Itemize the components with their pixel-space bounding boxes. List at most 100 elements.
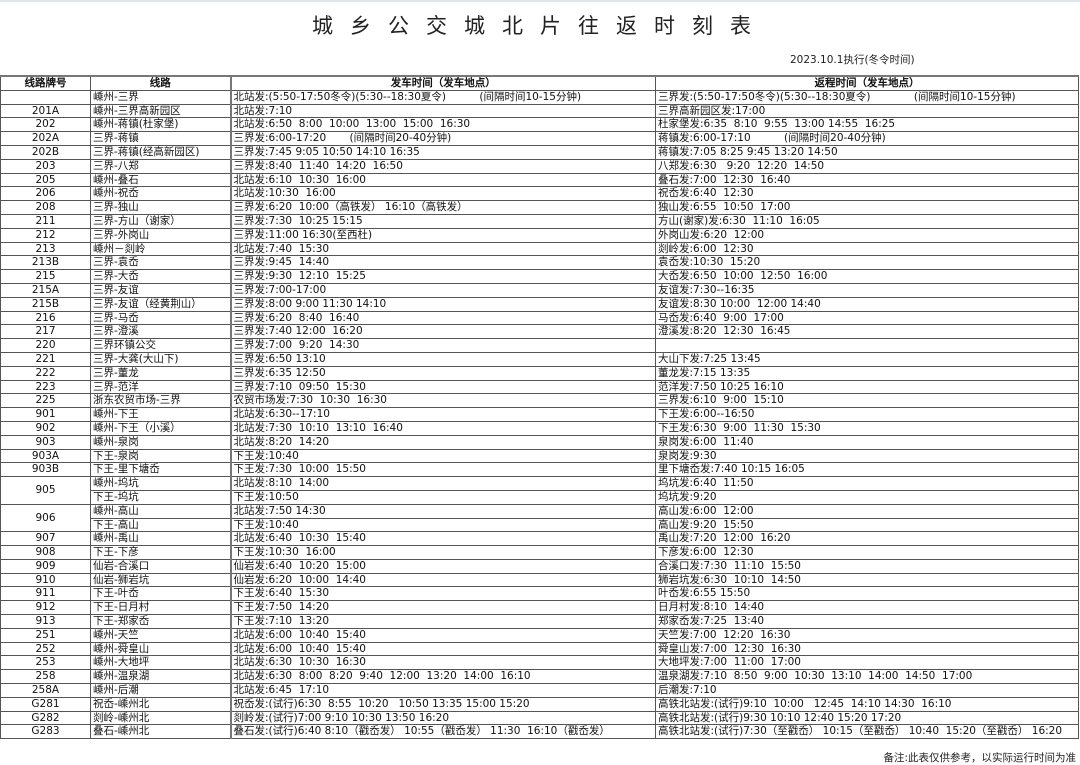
route-name: 叠石-嵊州北 bbox=[90, 724, 231, 740]
return-times: 下彦发:6:00 12:30 bbox=[655, 545, 1079, 560]
route-number: 901 bbox=[0, 407, 91, 422]
table-row: 911 下王-叶岙 下王发:6:40 15:30 叶岙发:6:55 15:50 bbox=[0, 586, 1079, 602]
return-times: 祝岙发:6:40 12:30 bbox=[655, 186, 1079, 202]
route-name: 嵊州-大地坪 bbox=[90, 655, 231, 671]
route-name: 三界-大龚(大山下) bbox=[90, 351, 231, 367]
return-times: 高铁北站发:(试行)7:30（至戳岙） 10:15（至戳岙） 10:40 15:… bbox=[655, 724, 1079, 740]
table-row: 901 嵊州-下王 北站发:6:30--17:10 下王发:6:00--16:50 bbox=[0, 407, 1079, 422]
effective-date-note: 2023.10.1执行(冬令时间) bbox=[790, 54, 915, 66]
table-row: 213 嵊州－剡岭 北站发:7:40 15:30 剡岭发:6:00 12:30 bbox=[0, 241, 1079, 257]
route-number: G283 bbox=[0, 724, 91, 740]
depart-times: 仙岩发:6:40 10:20 15:00 bbox=[229, 558, 656, 574]
route-name: 嵊州-天竺 bbox=[90, 627, 231, 643]
depart-times: 三界发:8:00 9:00 11:30 14:10 bbox=[229, 296, 656, 312]
depart-times: 三界发:7:00 9:20 14:30 bbox=[229, 338, 656, 353]
depart-times: 北站发:8:10 14:00 bbox=[229, 476, 656, 491]
route-number: 253 bbox=[0, 655, 91, 671]
route-number: 215 bbox=[0, 269, 91, 284]
return-times: 外岗山发:6:20 12:00 bbox=[655, 227, 1079, 243]
route-number: 212 bbox=[0, 227, 91, 243]
table-row: 903B 下王-里下塘岙 下王发:7:30 10:00 15:50 里下塘岙发:7:4… bbox=[0, 462, 1079, 478]
route-name: 下王-郑家岙 bbox=[90, 614, 231, 629]
route-number: 252 bbox=[0, 641, 91, 657]
route-number: 258 bbox=[0, 669, 91, 685]
table-row: 905 嵊州-坞坑 北站发:8:10 14:00 坞坑发:6:40 11:50 bbox=[0, 476, 1079, 505]
depart-times: 北站发:(5:50-17:50冬令)(5:30--18:30夏令) (间隔时间1… bbox=[229, 89, 656, 105]
depart-times: 三界发:7:10 09:50 15:30 bbox=[229, 379, 656, 395]
depart-times: 三界发:8:40 11:40 14:20 16:50 bbox=[229, 158, 656, 174]
table-row: 907 嵊州-禹山 北站发:6:40 10:30 15:40 禹山发:7:20 12:… bbox=[0, 531, 1079, 547]
depart-times: 祝岙发:(试行)6:30 8:55 10:20 10:50 13:35 15:0… bbox=[229, 696, 656, 712]
return-times: 下王发:6:00--16:50 bbox=[655, 407, 1079, 422]
table-row: 910 仙岩-狮岩坑 仙岩发:6:20 10:00 14:40 狮岩坑发:6:30 1… bbox=[0, 572, 1079, 588]
table-row: 211 三界-方山（谢家） 三界发:7:30 10:25 15:15 方山(谢家)发:… bbox=[0, 213, 1079, 229]
depart-times: 北站发:6:40 10:30 15:40 bbox=[229, 531, 656, 547]
table-row: 下王-坞坑 下王发:10:50 坞坑发:9:20 bbox=[1, 489, 1079, 505]
return-times: 高铁北站发:(试行)9:10 10:00 12:45 14:10 14:30 1… bbox=[655, 696, 1079, 712]
return-times: 叠石发:7:00 12:30 16:40 bbox=[655, 172, 1079, 188]
route-name: 三界-澄溪 bbox=[90, 324, 231, 340]
table-row: 906 嵊州-高山 北站发:7:50 14:30 高山发:6:00 12:00 bbox=[0, 503, 1079, 533]
route-number: 903 bbox=[0, 434, 91, 450]
return-times: 禹山发:7:20 12:00 16:20 bbox=[655, 531, 1079, 547]
route-name: 嵊州-舜皇山 bbox=[90, 641, 231, 657]
return-times: 大岙发:6:50 10:00 12:50 16:00 bbox=[655, 269, 1079, 284]
depart-times: 叠石发:(试行)6:40 8:10（戳岙发） 10:55（戳岙发） 11:30 … bbox=[229, 724, 656, 740]
route-number: 211 bbox=[0, 213, 91, 229]
route-number: 908 bbox=[0, 545, 91, 560]
depart-times: 北站发:6:45 17:10 bbox=[229, 683, 656, 698]
depart-times: 三界发:6:20 8:40 16:40 bbox=[229, 310, 656, 326]
depart-times: 三界发:6:00-17:20 (间隔时间20-40分钟) bbox=[229, 131, 656, 146]
table-row: 903A 下王-泉岗 下王发:10:40 泉岗发:9:30 bbox=[0, 448, 1079, 464]
table-row: 908 下王-下彦 下王发:10:30 16:00 下彦发:6:00 12:30 bbox=[0, 545, 1079, 560]
route-number: 903B bbox=[0, 462, 91, 478]
route-number: 258A bbox=[0, 683, 91, 698]
return-times: 大地坪发:7:00 11:00 17:00 bbox=[655, 655, 1079, 671]
return-times: 后潮发:7:10 bbox=[655, 683, 1079, 698]
route-name: 下王-日月村 bbox=[90, 600, 231, 616]
route-number: 906 bbox=[0, 503, 91, 533]
depart-times: 仙岩发:6:20 10:00 14:40 bbox=[229, 572, 656, 588]
return-times: 友谊发:7:30--16:35 bbox=[655, 282, 1079, 298]
route-name: 下王-坞坑 bbox=[90, 489, 231, 505]
return-times: 八郑发:6:30 9:20 12:20 14:50 bbox=[655, 158, 1079, 174]
route-name: 三界环镇公交 bbox=[90, 338, 231, 353]
depart-times: 北站发:6:30 10:30 16:30 bbox=[229, 655, 656, 671]
route-number: G281 bbox=[0, 696, 91, 712]
route-name: 嵊州-祝岙 bbox=[90, 186, 231, 202]
route-number: 909 bbox=[0, 558, 91, 574]
table-row: 903 嵊州-泉岗 北站发:8:20 14:20 泉岗发:6:00 11:40 bbox=[0, 434, 1079, 450]
depart-times: 三界发:9:30 12:10 15:25 bbox=[229, 269, 656, 284]
depart-times: 下王发:10:30 16:00 bbox=[229, 545, 656, 560]
depart-times: 北站发:6:30--17:10 bbox=[229, 407, 656, 422]
route-name: 嵊州-下王 bbox=[90, 407, 231, 422]
route-name: 下王-泉岗 bbox=[90, 448, 231, 464]
table-row: 251 嵊州-天竺 北站发:6:00 10:40 15:40 天竺发:7:00 12:… bbox=[0, 627, 1079, 643]
route-name: 仙岩-狮岩坑 bbox=[90, 572, 231, 588]
route-name: 嵊州-坞坑 bbox=[90, 476, 231, 491]
route-name: 祝岙-嵊州北 bbox=[90, 696, 231, 712]
header-row: 线路牌号 线路 发车时间（发车地点） 返程时间（发车地点） bbox=[0, 74, 1079, 91]
return-times: 下王发:6:30 9:00 11:30 15:30 bbox=[655, 420, 1079, 436]
return-times: 杜家堡发:6:35 8:10 9:55 13:00 14:55 16:25 bbox=[655, 117, 1079, 133]
header-route: 线路 bbox=[90, 74, 231, 91]
depart-times: 下王发:7:30 10:00 15:50 bbox=[229, 462, 656, 478]
return-times: 方山(谢家)发:6:30 11:10 16:05 bbox=[655, 213, 1079, 229]
depart-times: 下王发:10:40 bbox=[229, 517, 656, 533]
route-name: 三界-大岙 bbox=[90, 269, 231, 284]
table-row: 913 下王-郑家岙 下王发:7:10 13:20 郑家岙发:7:25 13:40 bbox=[0, 614, 1079, 629]
return-times: 郑家岙发:7:25 13:40 bbox=[655, 614, 1079, 629]
route-name: 剡岭-嵊州北 bbox=[90, 710, 231, 726]
table-row: 258A 嵊州-后潮 北站发:6:45 17:10 后潮发:7:10 bbox=[0, 683, 1079, 698]
depart-times: 三界发:11:00 16:30(至西杜) bbox=[229, 227, 656, 243]
table-row: 258 嵊州-温泉湖 北站发:6:30 8:00 8:20 9:40 12:00 1… bbox=[0, 669, 1079, 685]
return-times: 日月村发:8:10 14:40 bbox=[655, 600, 1079, 616]
depart-times: 北站发:6:00 10:40 15:40 bbox=[229, 627, 656, 643]
return-times: 澄溪发:8:20 12:30 16:45 bbox=[655, 324, 1079, 340]
table-row: 202B 三界-蒋镇(经高新园区) 三界发:7:45 9:05 10:50 14:1… bbox=[0, 144, 1079, 160]
route-number: 910 bbox=[0, 572, 91, 588]
depart-times: 北站发:6:00 10:40 15:40 bbox=[229, 641, 656, 657]
return-times: 友谊发:8:30 10:00 12:00 14:40 bbox=[655, 296, 1079, 312]
depart-times: 北站发:6:50 8:00 10:00 13:00 15:00 16:30 bbox=[229, 117, 656, 133]
table-row: 嵊州-三界 北站发:(5:50-17:50冬令)(5:30--18:30夏令) (… bbox=[0, 89, 1079, 105]
